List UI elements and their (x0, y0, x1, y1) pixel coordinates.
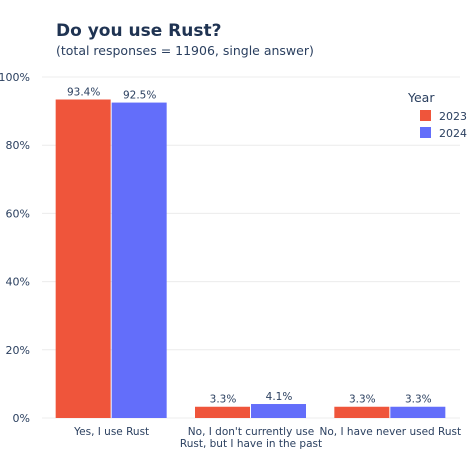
x-tick-label: Yes, I use Rust (73, 426, 149, 438)
bar-2023-0 (55, 99, 111, 419)
data-label: 3.3% (405, 394, 432, 406)
bar-2024-0 (111, 102, 167, 418)
bars (55, 99, 446, 419)
x-tick-label: No, I don't currently use Rust, but I hav… (180, 426, 322, 450)
legend-title: Year (407, 90, 435, 105)
y-tick-label: 100% (0, 71, 30, 84)
y-axis: 0% 20% 40% 60% 80% 100% (0, 71, 30, 425)
bar-2023-2 (334, 406, 390, 418)
chart-subtitle: (total responses = 11906, single answer) (56, 43, 314, 58)
data-label: 4.1% (266, 391, 293, 403)
data-label: 93.4% (67, 87, 100, 99)
chart-title: Do you use Rust? (56, 21, 221, 41)
bar-2023-1 (195, 406, 250, 418)
y-tick-label: 40% (6, 276, 30, 289)
data-label: 92.5% (123, 90, 156, 102)
data-labels: 93.4% 92.5% 3.3% 4.1% 3.3% 3.3% (67, 87, 432, 406)
legend-label-2024: 2024 (439, 127, 467, 140)
data-label: 3.3% (349, 394, 376, 406)
bar-2024-2 (390, 406, 446, 418)
y-tick-label: 80% (6, 139, 30, 152)
legend: Year 2023 2024 (407, 90, 467, 140)
bar-2024-1 (251, 404, 306, 418)
y-tick-label: 60% (6, 207, 30, 220)
x-axis: Yes, I use Rust No, I don't currently use… (73, 426, 461, 450)
data-label: 3.3% (210, 394, 237, 406)
legend-swatch-2023 (420, 110, 431, 121)
legend-swatch-2024 (420, 127, 431, 138)
legend-label-2023: 2023 (439, 110, 467, 123)
x-tick-label: No, I have never used Rust (320, 426, 462, 438)
y-tick-label: 0% (13, 412, 30, 425)
y-tick-label: 20% (6, 344, 30, 357)
